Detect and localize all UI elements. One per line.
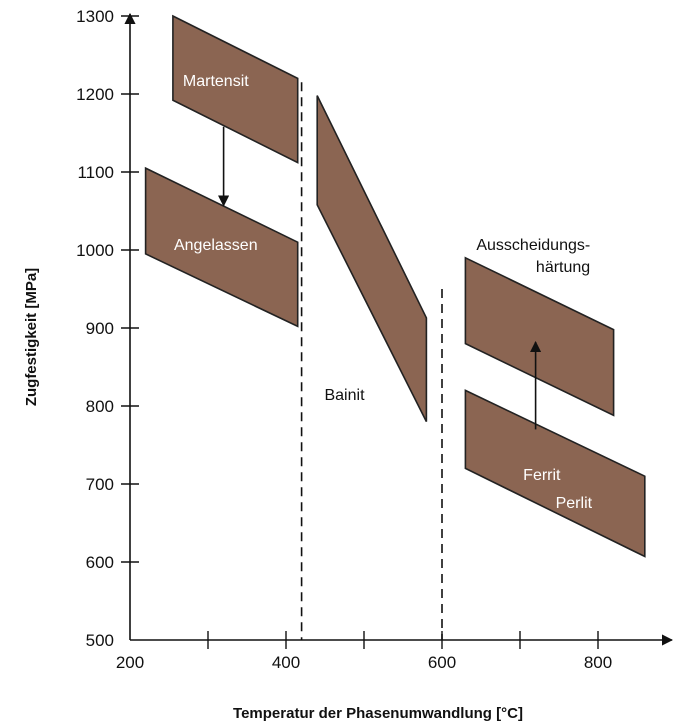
y-tick-label-600: 600 bbox=[86, 553, 114, 572]
y-tick-label-1000: 1000 bbox=[76, 241, 114, 260]
x-axis-title: Temperatur der Phasenumwandlung [°C] bbox=[233, 705, 523, 722]
labels-layer: Martensit Angelassen Bainit Ausscheidungs-h… bbox=[174, 73, 593, 512]
region-label-ausscheidungs: Ausscheidungs-härtung bbox=[476, 237, 590, 276]
region-ferrit bbox=[464, 389, 646, 558]
x-tick-label-400: 400 bbox=[272, 653, 300, 672]
y-tick-label-500: 500 bbox=[86, 631, 114, 650]
axes-layer: 200 400 600 800 500 600 700 800 900 1000 1100 1200 1… bbox=[76, 7, 674, 672]
region-bainit bbox=[316, 95, 428, 422]
x-tick-label-600: 600 bbox=[428, 653, 456, 672]
arrows-layer bbox=[218, 126, 542, 430]
y-axis-title: Zugfestigkeit [MPa] bbox=[23, 268, 40, 406]
region-martensit bbox=[172, 14, 299, 164]
dashed-lines-layer bbox=[300, 82, 443, 640]
y-tick-label-700: 700 bbox=[86, 475, 114, 494]
region-label-ferrit: Ferrit bbox=[523, 467, 561, 484]
region-label-perlit: Perlit bbox=[556, 495, 593, 512]
regions-layer bbox=[144, 14, 646, 558]
region-label-martensit: Martensit bbox=[183, 73, 249, 90]
x-tick-label-200: 200 bbox=[116, 653, 144, 672]
region-label-bainit: Bainit bbox=[324, 387, 365, 404]
y-tick-label-1300: 1300 bbox=[76, 7, 114, 26]
y-tick-label-1100: 1100 bbox=[77, 163, 114, 182]
y-tick-label-1200: 1200 bbox=[76, 85, 114, 104]
y-tick-label-900: 900 bbox=[86, 319, 114, 338]
x-tick-label-800: 800 bbox=[584, 653, 612, 672]
y-tick-label-800: 800 bbox=[86, 397, 114, 416]
region-label-angelassen: Angelassen bbox=[174, 237, 258, 254]
region-angelassen bbox=[144, 166, 299, 328]
region-ausscheidungs bbox=[464, 256, 615, 417]
